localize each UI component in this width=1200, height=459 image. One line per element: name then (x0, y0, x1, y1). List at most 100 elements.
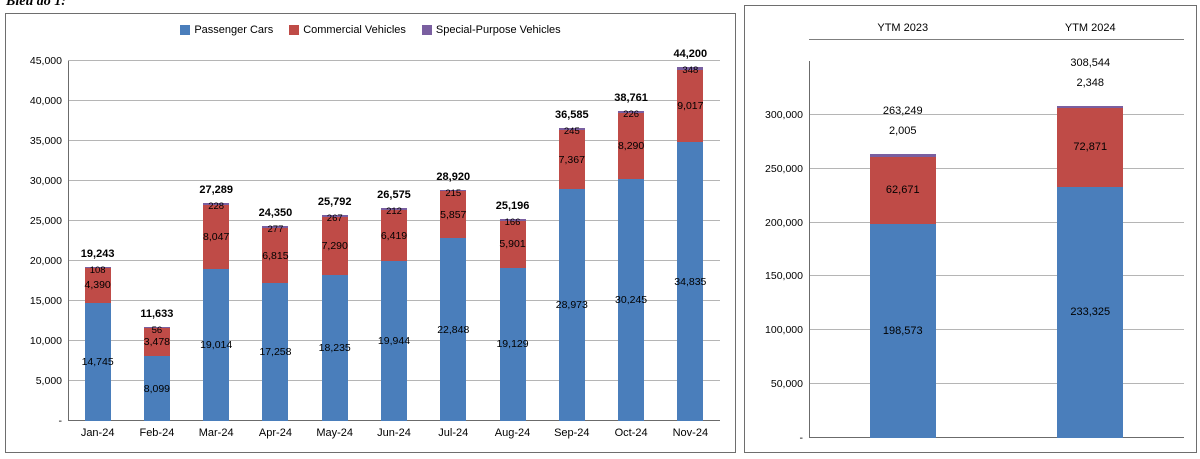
special-purpose-data-label: 56 (151, 325, 163, 337)
passenger-segment (203, 268, 230, 421)
legend-label: Special-Purpose Vehicles (435, 24, 561, 36)
stacked-bar (203, 202, 230, 421)
stacked-bar (84, 266, 111, 421)
special-purpose-segment (321, 214, 348, 217)
commercial-data-label: 6,419 (380, 229, 408, 242)
gridline (809, 329, 1184, 331)
passenger-data-label: 28,973 (555, 299, 588, 312)
special-purpose-data-label: 228 (208, 200, 225, 212)
commercial-segment (869, 156, 936, 225)
y-axis-tick-label: 100,000 (765, 324, 803, 337)
x-axis-category-label: May-24 (316, 427, 354, 439)
commercial-segment (143, 328, 170, 357)
special-purpose-data-label: 2,348 (1076, 76, 1105, 89)
stacked-bar (869, 154, 936, 438)
monthly-sales-chart-panel: Passenger Cars Commercial Vehicles Special… (5, 13, 736, 453)
stacked-bar (1057, 105, 1124, 438)
stacked-bar (558, 128, 585, 421)
gridline (809, 383, 1184, 385)
total-data-label: 25,792 (317, 195, 352, 208)
special-purpose-data-label: 212 (386, 206, 402, 218)
passenger-segment (558, 189, 585, 421)
special-purpose-segment (380, 208, 407, 211)
category-column-Aug-24: 25,196 166 5,901 19,129 (483, 61, 542, 421)
legend-item: Special-Purpose Vehicles (421, 24, 561, 36)
special-purpose-segment (618, 110, 645, 113)
special-purpose-data-label: 166 (504, 217, 521, 229)
legend-swatch-icon (421, 25, 432, 35)
y-axis-tick-label: 150,000 (765, 270, 803, 283)
passenger-data-label: 14,745 (81, 356, 114, 369)
special-purpose-segment (262, 226, 289, 229)
ytm-category-labels: YTM 2023 YTM 2024 (809, 22, 1184, 37)
special-purpose-data-label: 267 (326, 212, 343, 224)
y-axis-tick-label: 300,000 (765, 108, 803, 121)
ytm-plot-area: - 50,000 100,000 150,000 200,000 250,000 300,0… (765, 57, 1184, 444)
special-purpose-segment (203, 202, 230, 205)
x-axis-category-label: Nov-24 (672, 427, 709, 439)
special-purpose-data-label: 215 (445, 187, 462, 199)
y-axis-tick-label: 25,000 (29, 215, 62, 227)
x-axis-category-label: Oct-24 (614, 427, 648, 439)
special-purpose-segment (499, 219, 526, 221)
commercial-segment (618, 112, 645, 180)
category-column-Apr-24: 24,350 277 6,815 17,258 (246, 61, 305, 421)
total-data-label: 24,350 (258, 207, 293, 220)
special-purpose-segment (440, 189, 467, 192)
total-data-label: 38,761 (614, 91, 648, 104)
stacked-bar (321, 214, 348, 421)
y-axis-tick-label: 50,000 (770, 378, 803, 391)
commercial-segment (321, 216, 348, 276)
commercial-data-label: 5,857 (440, 208, 467, 221)
y-axis-tick-label: 40,000 (29, 95, 62, 107)
category-column-Mar-24: 27,289 228 8,047 19,014 (187, 61, 246, 421)
passenger-segment (380, 261, 407, 421)
commercial-data-label: 7,290 (321, 239, 348, 252)
category-column-Nov-24: 44,200 348 9,017 34,835 (661, 48, 720, 421)
figure-caption: Biểu đồ 1: (6, 0, 66, 9)
category-column-Jun-24: 26,575 212 6,419 19,944 (364, 61, 423, 421)
passenger-data-label: 19,944 (377, 335, 411, 348)
commercial-segment (1057, 108, 1124, 187)
category-column-Sep-24: 36,585 245 7,367 28,973 (542, 61, 601, 421)
commercial-data-label: 4,390 (84, 279, 111, 292)
special-purpose-segment (558, 128, 585, 131)
commercial-data-label: 5,901 (499, 238, 526, 251)
commercial-segment (262, 228, 289, 283)
stacked-bar (440, 189, 467, 421)
total-data-label: 44,200 (673, 48, 708, 61)
ytm-header-underline (809, 39, 1184, 40)
commercial-segment (558, 130, 585, 190)
x-axis-category-label: Jul-24 (438, 427, 469, 439)
stacked-bar (618, 110, 645, 421)
passenger-data-label: 22,848 (437, 323, 470, 336)
total-data-label: 25,196 (495, 200, 530, 213)
passenger-segment (499, 267, 526, 421)
y-axis-tick-label: - (799, 432, 804, 444)
passenger-segment (321, 275, 348, 421)
gridline (68, 140, 720, 141)
passenger-data-label: 233,325 (1070, 306, 1111, 319)
total-data-label: 27,289 (199, 183, 233, 196)
passenger-segment (143, 356, 170, 421)
commercial-data-label: 7,367 (558, 153, 585, 166)
commercial-segment (440, 191, 467, 239)
x-axis-line (809, 437, 1184, 438)
y-axis-tick-label: 200,000 (765, 216, 803, 229)
passenger-data-label: 19,129 (496, 338, 529, 351)
gridline (809, 221, 1184, 223)
y-axis-tick-label: 20,000 (29, 255, 62, 267)
ytm-comparison-chart-panel: YTM 2023 YTM 2024 - 50,000 100,000 150,000 20… (744, 5, 1197, 453)
category-column-Oct-24: 38,761 226 8,290 30,245 (601, 61, 660, 421)
y-axis-line (809, 61, 810, 438)
y-axis-tick-label: 35,000 (29, 135, 62, 147)
commercial-data-label: 62,671 (885, 184, 920, 197)
y-axis-tick-label: 10,000 (29, 335, 62, 347)
special-purpose-data-label: 226 (623, 108, 640, 120)
passenger-segment (677, 142, 704, 421)
gridline (809, 167, 1184, 169)
total-data-label: 26,575 (377, 189, 411, 202)
monthly-x-axis-labels: Jan-24 Feb-24 Mar-24 Apr-24 May-24 Jun-24 Jul-… (68, 427, 720, 443)
commercial-data-label: 9,017 (677, 100, 704, 113)
passenger-segment (440, 238, 467, 421)
